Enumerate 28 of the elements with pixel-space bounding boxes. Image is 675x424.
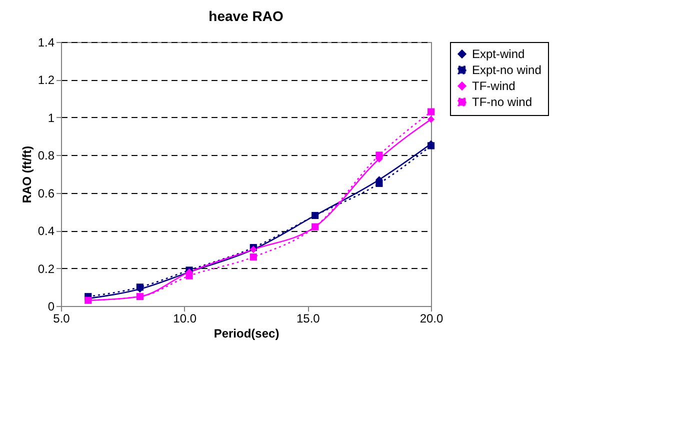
x-tick-label: 20.0 (420, 312, 444, 326)
point (186, 272, 193, 280)
legend-label: TF-wind (472, 79, 516, 93)
point (427, 116, 435, 123)
y-tick-label: 0.8 (38, 148, 55, 163)
point (376, 180, 383, 187)
y-tick-label: 0 (48, 300, 55, 314)
y-tick-label: 0.6 (38, 186, 55, 200)
legend-label: Expt-no wind (472, 63, 542, 77)
point (136, 293, 144, 300)
x-tick-label: 10.0 (173, 312, 197, 326)
point (376, 152, 383, 159)
y-tick-label: 0.2 (38, 262, 55, 276)
y-tick-label: 1.2 (38, 73, 55, 88)
point (250, 253, 257, 261)
y-tick-label: 0.4 (38, 224, 55, 238)
x-tick-label: 5.0 (53, 312, 70, 326)
y-tick-label: 1 (48, 110, 55, 125)
y-axis-title: RAO (ft/ft) (20, 146, 34, 204)
x-axis-title: Period(sec) (214, 326, 280, 340)
point (312, 223, 319, 230)
legend-label: TF-no wind (472, 95, 532, 109)
chart-title: heave RAO (208, 8, 284, 24)
legend-label: Expt-wind (472, 47, 525, 61)
point (312, 212, 319, 220)
y-tick-label: 1.4 (38, 36, 55, 50)
point (427, 108, 435, 116)
x-tick-label: 15.0 (296, 312, 320, 326)
